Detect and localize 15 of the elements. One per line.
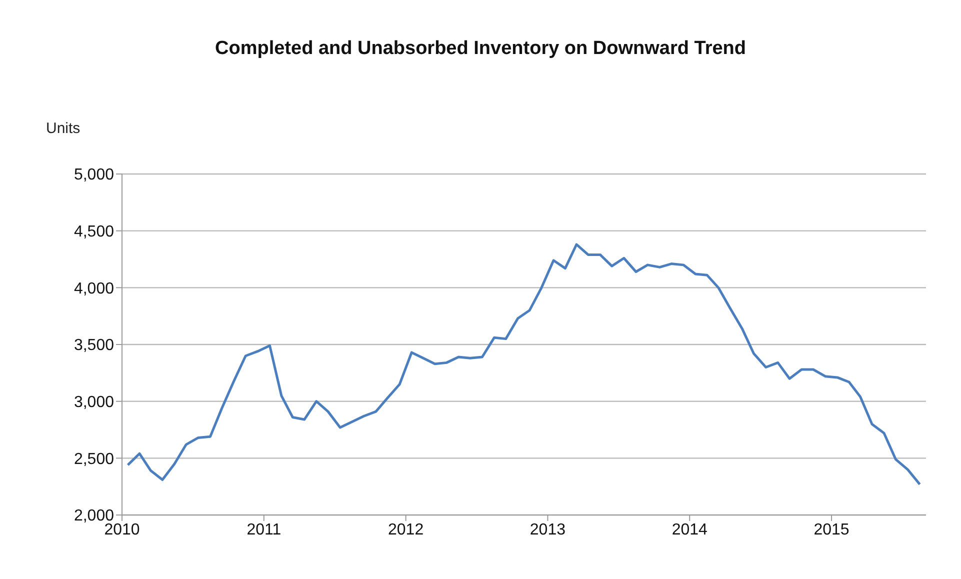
line-series bbox=[126, 243, 922, 486]
x-tick-label: 2013 bbox=[530, 521, 566, 538]
y-tick-label: 4,500 bbox=[74, 224, 114, 241]
chart-title: Completed and Unabsorbed Inventory on Downward Trend bbox=[214, 38, 747, 60]
x-tick-label: 2011 bbox=[246, 521, 282, 538]
y-tick-label: 2,500 bbox=[74, 450, 114, 468]
x-tick-label: 2015 bbox=[814, 521, 850, 538]
x-tick-label: 2010 bbox=[104, 521, 140, 538]
y-tick-label: 5,000 bbox=[74, 166, 114, 184]
y-tick-label: 3,000 bbox=[74, 394, 114, 412]
y-tick-label: 4,000 bbox=[74, 280, 114, 298]
x-tick-label: 2012 bbox=[388, 521, 424, 538]
y-axis-title: Units bbox=[46, 120, 80, 137]
x-tick-label: 2014 bbox=[672, 521, 708, 538]
y-tick-label: 3,500 bbox=[74, 337, 114, 354]
